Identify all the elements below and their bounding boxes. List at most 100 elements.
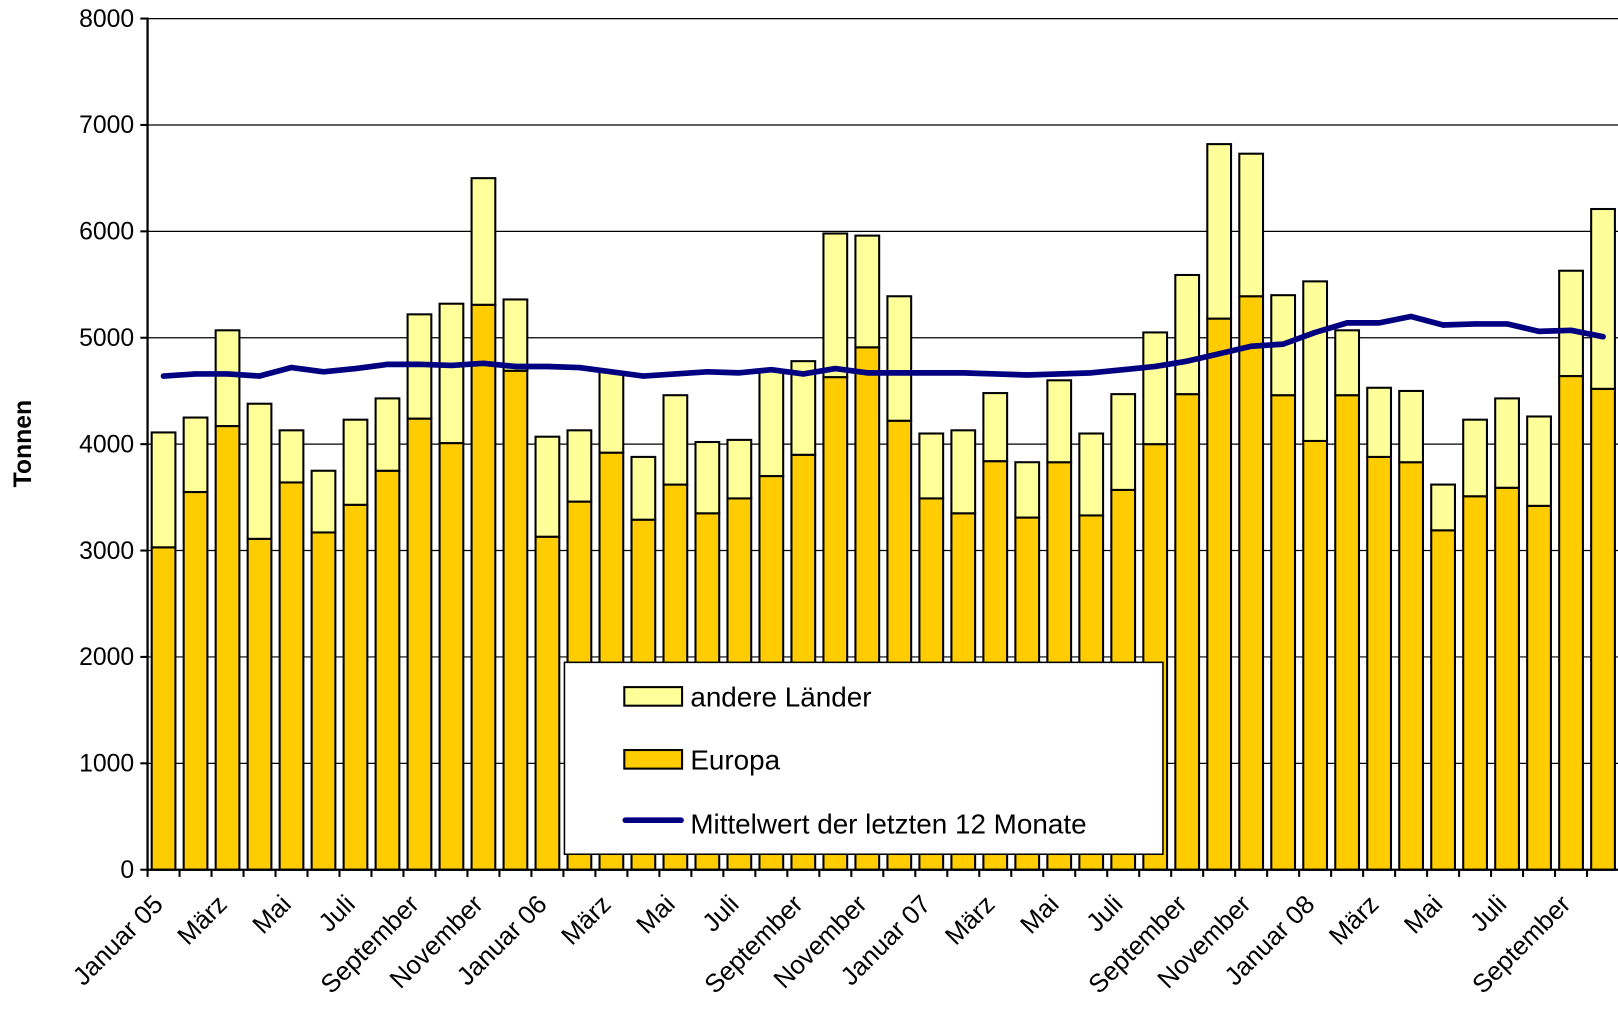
mean-line-point (160, 373, 167, 379)
mean-line-point (928, 370, 934, 376)
mean-line-point (1184, 358, 1190, 364)
bar-europa (278, 481, 305, 871)
x-tick-label: Mai (1015, 890, 1064, 939)
mean-line-point (704, 369, 711, 375)
mean-line-point (1248, 343, 1254, 349)
mean-line-point (1440, 322, 1446, 328)
legend-swatch-europa (623, 749, 684, 770)
bar-andere-lander (566, 429, 593, 503)
bar-andere-lander (278, 429, 305, 484)
bar-europa (310, 531, 337, 871)
mean-line-point (1152, 363, 1158, 370)
y-axis-ticks: 0 1000 2000 3000 4000 5000 6000 7000 8000 (79, 6, 148, 884)
mean-line-point (288, 364, 295, 371)
bar-andere-lander (1046, 379, 1073, 464)
bar-andere-lander (918, 432, 945, 500)
bar-andere-lander (790, 360, 817, 456)
mean-line-point (192, 371, 199, 377)
bar-europa (1398, 461, 1425, 871)
bar-andere-lander (982, 392, 1009, 463)
bar-andere-lander (694, 440, 721, 515)
mean-line-point (800, 371, 807, 377)
legend: andere Länder Europa Mittelwert der letz… (563, 661, 1164, 856)
mean-line-point (384, 361, 391, 368)
bar-europa (1526, 504, 1552, 871)
bar-andere-lander (822, 232, 849, 379)
bar-andere-lander (1590, 207, 1616, 390)
bar-andere-lander (342, 418, 369, 506)
y-tick-label: 8000 (79, 6, 134, 33)
bar-andere-lander (1494, 397, 1520, 489)
bar-europa (470, 303, 497, 871)
bar-andere-lander (1014, 461, 1041, 519)
bar-europa (1270, 394, 1297, 871)
mean-line-point (608, 369, 615, 375)
bar-europa (1238, 295, 1265, 871)
bar-andere-lander (470, 177, 497, 306)
bar-andere-lander (854, 234, 881, 349)
x-axis-ticks: Januar 05 März Mai JuliSeptemberNovemberJan… (68, 869, 1589, 999)
mean-line-point (1504, 321, 1510, 327)
x-tick-label: Juli (314, 890, 361, 937)
x-tick-label: Mai (631, 890, 680, 939)
y-tick-label: 4000 (79, 431, 134, 458)
bar-europa (406, 417, 433, 871)
bar-europa (246, 537, 273, 871)
bar-europa (1174, 393, 1201, 871)
bar-europa (1590, 387, 1616, 871)
mean-line-point (672, 371, 679, 377)
mean-line-point (1344, 320, 1350, 326)
bar-andere-lander (950, 429, 977, 515)
bar-europa (150, 546, 177, 871)
mean-line-point (448, 362, 455, 369)
bar-europa (502, 369, 529, 871)
bar-europa (342, 503, 369, 871)
mean-line-point (736, 370, 743, 376)
bar-europa (1366, 455, 1393, 871)
legend-label-europa: Europa (690, 745, 780, 776)
bar-andere-lander (1558, 269, 1584, 378)
bar-europa (1302, 439, 1329, 871)
mean-line-point (1568, 327, 1574, 333)
bar-andere-lander (630, 455, 657, 521)
bar-andere-lander (438, 302, 465, 445)
y-tick-label: 1000 (79, 751, 134, 778)
bar-andere-lander (726, 438, 753, 500)
mean-line-point (320, 369, 327, 375)
mean-line-point (1088, 370, 1094, 376)
bar-andere-lander (182, 416, 209, 494)
bar-andere-lander (758, 369, 785, 478)
bars (150, 143, 1616, 871)
bar-europa (1462, 495, 1488, 871)
x-tick-label: März (1324, 890, 1384, 950)
mean-line-point (992, 371, 998, 377)
x-tick-label: März (556, 890, 616, 950)
bar-andere-lander (886, 295, 913, 422)
bar-andere-lander (1430, 483, 1456, 532)
mean-line-point (1280, 341, 1286, 347)
mean-line-point (1024, 372, 1030, 378)
bar-andere-lander (1462, 418, 1488, 498)
y-axis-title: Tonnen (10, 400, 37, 488)
bar-andere-lander (534, 435, 561, 538)
bar-andere-lander (1334, 329, 1361, 397)
bar-andere-lander (1110, 393, 1137, 491)
bar-europa (1430, 529, 1456, 871)
mean-line-point (1408, 313, 1414, 320)
bar-andere-lander (1142, 331, 1169, 446)
mean-line-point (864, 370, 870, 376)
bar-europa (1334, 394, 1361, 871)
mean-line-point (640, 373, 647, 379)
bar-andere-lander (1238, 152, 1265, 298)
mean-line-point (256, 373, 263, 379)
bar-europa (438, 442, 465, 871)
mean-line-point (512, 363, 519, 370)
bar-andere-lander (502, 298, 529, 372)
bar-europa (214, 425, 241, 871)
bar-andere-lander (1078, 432, 1105, 517)
y-tick-label: 6000 (79, 219, 134, 246)
bar-andere-lander (150, 431, 177, 549)
x-tick-label: Mai (248, 890, 297, 939)
legend-swatch-andere-laender (623, 686, 684, 707)
bar-europa (534, 535, 561, 871)
